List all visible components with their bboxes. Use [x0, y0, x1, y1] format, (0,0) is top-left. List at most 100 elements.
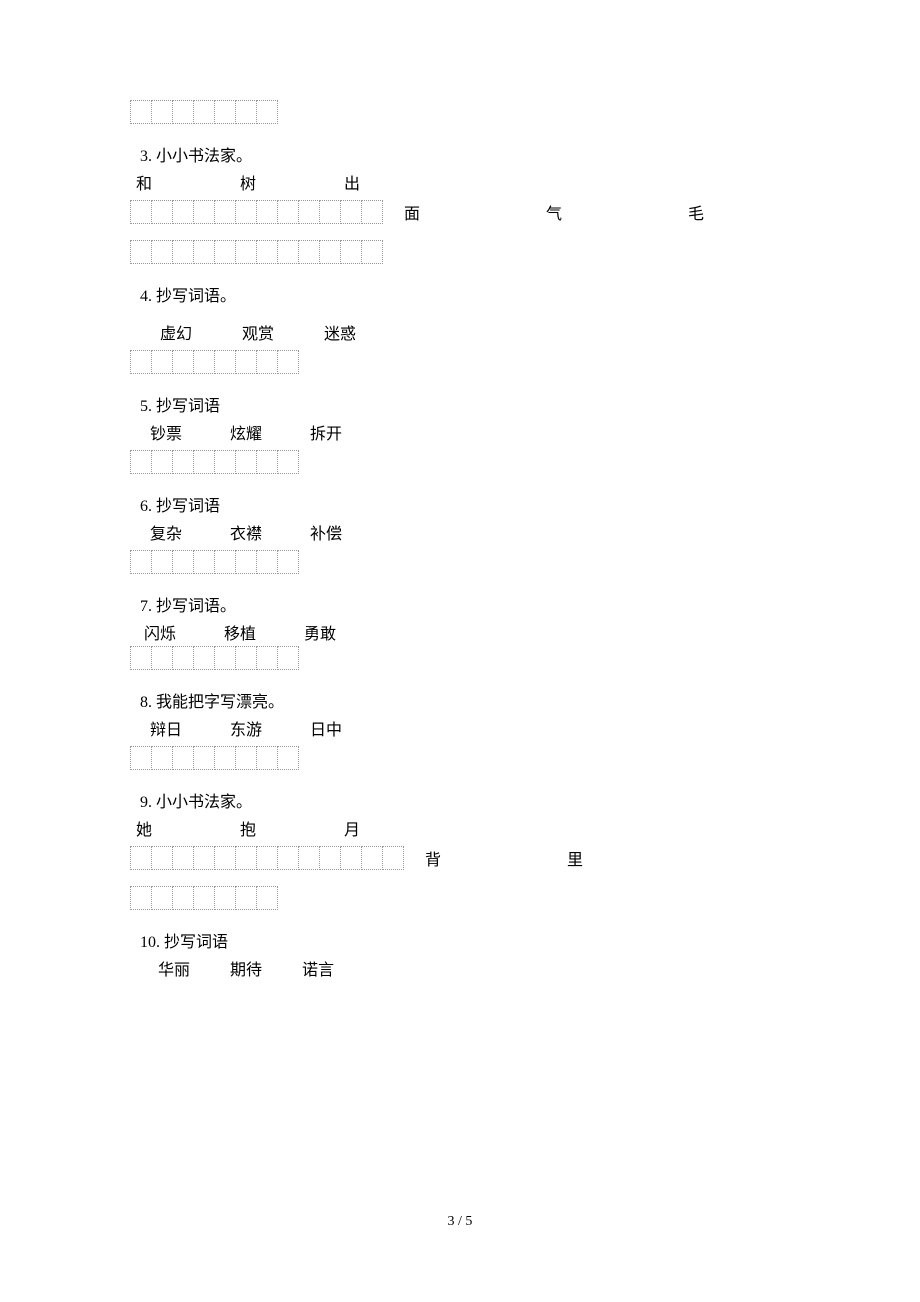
word: 月	[344, 816, 360, 840]
writing-box	[193, 350, 215, 374]
writing-box	[193, 746, 215, 770]
writing-box	[256, 450, 278, 474]
writing-box	[172, 550, 194, 574]
writing-box	[235, 200, 257, 224]
writing-box	[151, 350, 173, 374]
writing-box	[277, 200, 299, 224]
question-title: 4. 抄写词语。	[140, 282, 790, 306]
writing-box	[235, 100, 257, 124]
writing-box	[298, 200, 320, 224]
word: 拆开	[310, 420, 342, 444]
writing-box	[340, 240, 362, 264]
box-row	[130, 350, 298, 374]
writing-box	[277, 550, 299, 574]
extra-char: 背	[425, 846, 441, 870]
question-5: 7. 抄写词语。闪烁移植勇敢	[130, 592, 790, 670]
box-row-wrap	[130, 100, 790, 124]
writing-box	[193, 240, 215, 264]
writing-box	[340, 200, 362, 224]
writing-box	[340, 846, 362, 870]
writing-box	[235, 646, 257, 670]
question-0	[130, 100, 790, 124]
writing-box	[172, 846, 194, 870]
writing-box	[193, 200, 215, 224]
word: 出	[344, 170, 360, 194]
box-row	[130, 100, 277, 124]
question-6: 8. 我能把字写漂亮。辩日东游日中	[130, 688, 790, 770]
word: 衣襟	[230, 520, 262, 544]
writing-box	[151, 886, 173, 910]
box-row	[130, 646, 298, 670]
extra-char: 里	[567, 846, 583, 870]
box-row	[130, 450, 298, 474]
question-8: 10. 抄写词语华丽期待诺言	[130, 928, 790, 980]
writing-box	[130, 350, 152, 374]
writing-box	[214, 240, 236, 264]
word: 抱	[240, 816, 256, 840]
question-4: 6. 抄写词语复杂衣襟补偿	[130, 492, 790, 574]
box-row	[130, 200, 382, 224]
question-words: 和树出	[136, 170, 790, 194]
word: 华丽	[158, 956, 190, 980]
writing-box	[151, 240, 173, 264]
word: 期待	[230, 956, 262, 980]
writing-box	[277, 450, 299, 474]
writing-box	[214, 450, 236, 474]
writing-box	[193, 100, 215, 124]
word: 勇敢	[304, 620, 336, 644]
writing-box	[235, 350, 257, 374]
question-words: 辩日东游日中	[150, 716, 790, 740]
writing-box	[130, 846, 152, 870]
box-row	[130, 846, 403, 870]
writing-box	[130, 240, 152, 264]
writing-box	[235, 550, 257, 574]
word: 树	[240, 170, 256, 194]
writing-box	[235, 846, 257, 870]
question-7: 9. 小小书法家。她 抱 月背 里	[130, 788, 790, 910]
writing-box	[361, 200, 383, 224]
question-title: 5. 抄写词语	[140, 392, 790, 416]
question-title: 9. 小小书法家。	[140, 788, 790, 812]
writing-box	[256, 846, 278, 870]
writing-box	[151, 646, 173, 670]
writing-box	[130, 746, 152, 770]
writing-box	[361, 846, 383, 870]
writing-box	[298, 240, 320, 264]
writing-box	[277, 746, 299, 770]
writing-box	[130, 550, 152, 574]
question-1: 3. 小小书法家。和树出面气毛	[130, 142, 790, 264]
writing-box	[235, 746, 257, 770]
question-words: 闪烁移植勇敢	[144, 620, 790, 644]
writing-box	[172, 746, 194, 770]
word: 诺言	[302, 956, 334, 980]
writing-box	[277, 240, 299, 264]
writing-box	[214, 646, 236, 670]
question-words: 华丽 期待 诺言	[158, 956, 790, 980]
writing-box	[214, 350, 236, 374]
question-title: 8. 我能把字写漂亮。	[140, 688, 790, 712]
word: 补偿	[310, 520, 342, 544]
writing-box	[193, 846, 215, 870]
box-row	[130, 240, 382, 264]
writing-box	[256, 100, 278, 124]
box-row-wrap	[130, 350, 790, 374]
extra-char: 毛	[688, 200, 704, 224]
writing-box	[256, 240, 278, 264]
content-area: 3. 小小书法家。和树出面气毛4. 抄写词语。虚幻观赏迷惑5. 抄写词语钞票炫耀…	[130, 100, 790, 980]
extra-char: 气	[546, 200, 562, 224]
word: 日中	[310, 716, 342, 740]
box-row	[130, 746, 298, 770]
writing-box	[235, 886, 257, 910]
writing-box	[172, 886, 194, 910]
writing-box	[130, 100, 152, 124]
writing-box	[319, 846, 341, 870]
writing-box	[235, 450, 257, 474]
question-title: 7. 抄写词语。	[140, 592, 790, 616]
writing-box	[130, 200, 152, 224]
page-number: 3 / 5	[0, 1214, 920, 1230]
writing-box	[235, 240, 257, 264]
writing-box	[277, 846, 299, 870]
writing-box	[130, 886, 152, 910]
writing-box	[256, 200, 278, 224]
word: 她	[136, 816, 152, 840]
